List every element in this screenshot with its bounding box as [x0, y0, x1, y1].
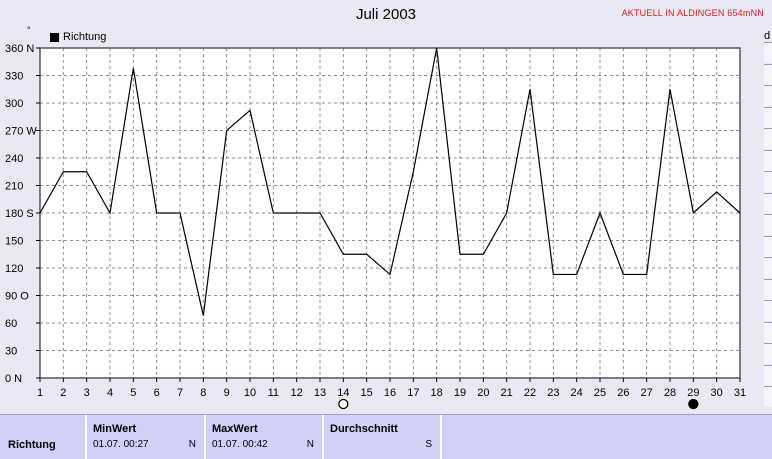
y-tick-label: 150 [5, 236, 23, 248]
average-header: Durchschnitt [330, 423, 398, 435]
x-tick-label: 6 [154, 387, 160, 399]
y-tick-label: 240 [5, 153, 23, 165]
stats-row-label-cell: Richtung [0, 415, 87, 459]
series-line [39, 47, 741, 316]
x-tick-label: 30 [711, 387, 723, 399]
x-tick-label: 14 [337, 387, 349, 399]
x-tick-label: 19 [454, 387, 466, 399]
strip-segment [764, 321, 772, 343]
strip-segment [764, 300, 772, 321]
strip-segment [764, 85, 772, 106]
x-tick-label: 25 [594, 387, 606, 399]
x-tick-label: 4 [107, 387, 113, 399]
legend-label: Richtung [63, 31, 107, 43]
x-tick-label: 23 [547, 387, 559, 399]
x-tick-label: 10 [244, 387, 256, 399]
y-tick-label: 90 O [5, 291, 29, 303]
y-tick-label: 270 W [5, 126, 37, 138]
strip-segment [764, 343, 772, 364]
legend: Richtung [50, 31, 106, 43]
x-tick-label: 21 [501, 387, 513, 399]
x-tick-label: 18 [431, 387, 443, 399]
x-tick-label: 12 [291, 387, 303, 399]
y-tick-label: 30 [5, 346, 17, 358]
cut-off-label: d [764, 30, 771, 42]
strip-segment [764, 364, 772, 386]
strip-segment [764, 149, 772, 171]
y-tick-label: 330 [5, 71, 23, 83]
x-tick-label: 13 [314, 387, 326, 399]
stats-panel: Richtung MinWert 01.07. 00:27 N MaxWert … [0, 414, 772, 459]
station-label: AKTUELL IN ALDINGEN 654mNN [621, 8, 764, 18]
x-tick-label: 22 [524, 387, 536, 399]
y-tick-label: 180 S [5, 208, 34, 220]
average-direction: S [425, 439, 432, 450]
x-tick-label: 27 [641, 387, 653, 399]
y-tick-label: 300 [5, 98, 23, 110]
strip-segment [764, 128, 772, 149]
empty-cell [442, 415, 764, 459]
max-header: MaxWert [212, 423, 258, 435]
strip-segment [764, 63, 772, 85]
chart-title: Juli 2003 [355, 6, 417, 23]
strip-segment [764, 235, 772, 257]
strip-segment [764, 278, 772, 300]
x-tick-label: 24 [571, 387, 583, 399]
x-tick-label: 20 [477, 387, 489, 399]
max-value-cell: MaxWert 01.07. 00:42 N [206, 415, 324, 459]
x-tick-label: 11 [268, 387, 279, 399]
x-tick-label: 15 [361, 387, 373, 399]
x-tick-label: 7 [177, 387, 183, 399]
right-scroll-strip [764, 42, 772, 412]
stats-row-label: Richtung [8, 439, 56, 451]
max-date: 01.07. 00:42 [212, 439, 268, 450]
x-tick-label: 5 [130, 387, 136, 399]
x-tick-label: 3 [84, 387, 90, 399]
x-tick-label: 8 [200, 387, 206, 399]
x-tick-label: 26 [617, 387, 629, 399]
min-value-cell: MinWert 01.07. 00:27 N [87, 415, 206, 459]
new-moon-icon [688, 398, 699, 410]
strip-segment [764, 386, 772, 407]
full-moon-icon [338, 398, 349, 410]
average-cell: Durchschnitt S [324, 415, 442, 459]
x-tick-label: 16 [384, 387, 396, 399]
x-tick-label: 17 [407, 387, 419, 399]
strip-segment [764, 171, 772, 192]
y-tick-label: 210 [5, 181, 23, 193]
x-tick-label: 29 [687, 387, 699, 399]
x-tick-label: 1 [37, 387, 43, 399]
x-tick-label: 2 [60, 387, 66, 399]
min-direction: N [188, 439, 196, 450]
strip-segment [764, 42, 772, 63]
y-tick-label: 0 N [5, 373, 22, 385]
x-tick-label: 31 [734, 387, 746, 399]
min-date: 01.07. 00:27 [93, 439, 149, 450]
y-tick-label: 120 [5, 263, 23, 275]
strip-segment [764, 257, 772, 278]
max-direction: N [306, 439, 314, 450]
degree-mark: ° [27, 25, 31, 35]
legend-swatch [50, 32, 59, 42]
strip-segment [764, 192, 772, 214]
y-tick-label: 60 [5, 318, 17, 330]
x-tick-label: 28 [664, 387, 676, 399]
x-tick-label: 9 [224, 387, 230, 399]
strip-segment [764, 106, 772, 128]
y-tick-label: 360 N [5, 43, 34, 55]
min-header: MinWert [93, 423, 137, 435]
strip-segment [764, 214, 772, 235]
